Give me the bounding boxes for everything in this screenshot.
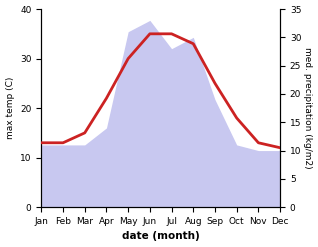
X-axis label: date (month): date (month) xyxy=(122,231,200,242)
Y-axis label: med. precipitation (kg/m2): med. precipitation (kg/m2) xyxy=(303,47,313,169)
Y-axis label: max temp (C): max temp (C) xyxy=(5,77,15,139)
